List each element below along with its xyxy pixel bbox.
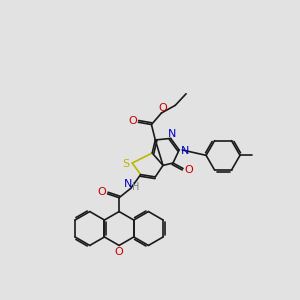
Text: S: S: [122, 159, 130, 169]
Text: O: O: [184, 165, 193, 175]
Text: O: O: [159, 103, 167, 112]
Text: O: O: [115, 247, 124, 256]
Text: N: N: [168, 129, 176, 139]
Text: N: N: [181, 146, 190, 156]
Text: H: H: [132, 182, 140, 192]
Text: O: O: [129, 116, 137, 127]
Text: N: N: [124, 179, 133, 189]
Text: O: O: [97, 187, 106, 196]
